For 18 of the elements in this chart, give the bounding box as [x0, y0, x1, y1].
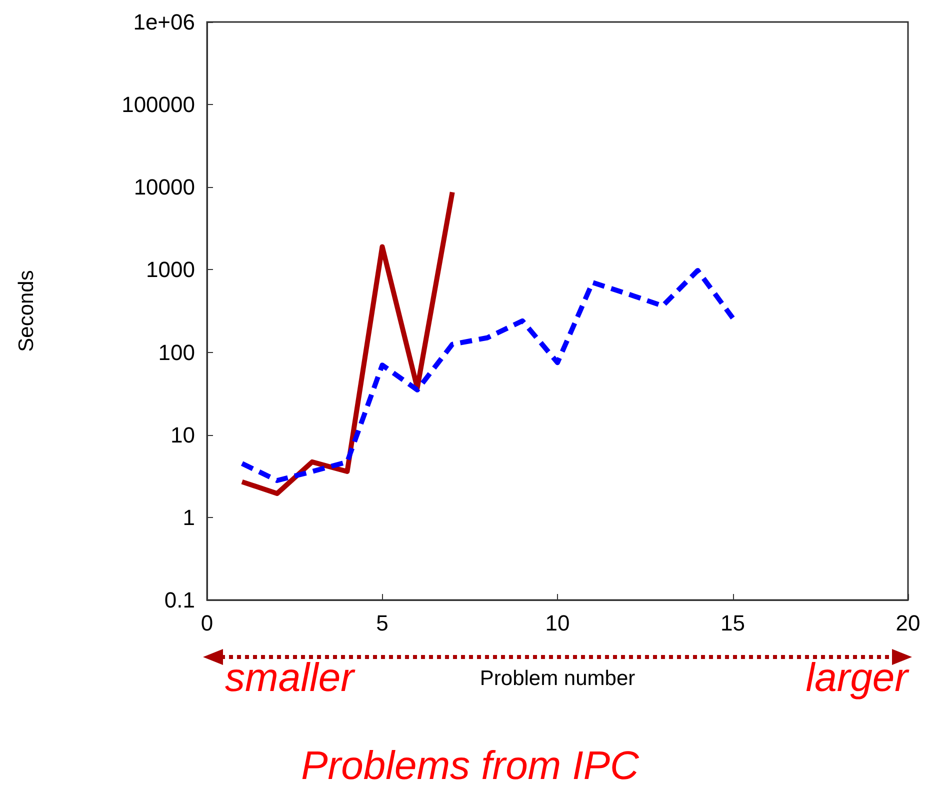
text: Problems from IPC — [301, 744, 640, 788]
y-tick-label: 100000 — [122, 92, 195, 118]
y-tick-label: 1 — [182, 504, 195, 530]
x-tick-label: 5 — [376, 610, 388, 636]
y-tick-label: 100 — [158, 340, 195, 365]
text: larger — [806, 656, 910, 700]
x-axis-title: Problem number — [480, 667, 636, 690]
y-tick-label: 0.1 — [164, 588, 195, 612]
y-tick-label: 1e+06 — [133, 10, 195, 34]
text: smaller — [225, 656, 356, 700]
y-tick-label: 10 — [170, 422, 195, 448]
x-tick-label: 20 — [896, 610, 920, 636]
x-tick-label: 10 — [545, 610, 570, 636]
y-tick-label: 1000 — [146, 257, 195, 282]
x-tick-label: 0 — [200, 610, 214, 636]
y-tick-label: 10000 — [134, 174, 195, 200]
x-tick-label: 15 — [720, 610, 745, 636]
y-axis-title: Seconds — [15, 270, 38, 352]
